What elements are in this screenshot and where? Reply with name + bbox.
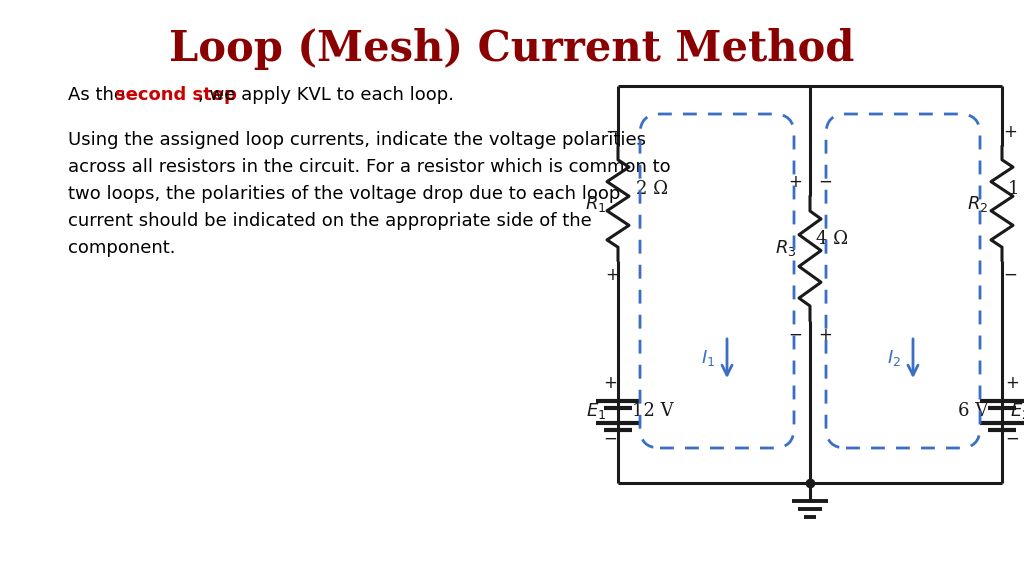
Text: −: − <box>603 430 616 448</box>
Text: As the: As the <box>68 86 131 104</box>
Text: Loop (Mesh) Current Method: Loop (Mesh) Current Method <box>169 28 855 70</box>
Text: −: − <box>1006 430 1019 448</box>
Text: +: + <box>788 173 802 191</box>
Text: $I_2$: $I_2$ <box>887 348 901 369</box>
Text: $I_1$: $I_1$ <box>700 348 715 369</box>
Text: 12 V: 12 V <box>632 402 674 420</box>
Text: 2 Ω: 2 Ω <box>636 180 668 198</box>
Text: +: + <box>1004 123 1017 141</box>
Text: 6 V: 6 V <box>957 402 988 420</box>
Text: $E_2$: $E_2$ <box>1010 401 1024 421</box>
Text: , we apply KVL to each loop.: , we apply KVL to each loop. <box>198 86 454 104</box>
Text: $E_1$: $E_1$ <box>586 401 606 421</box>
Text: +: + <box>1006 374 1019 392</box>
Text: +: + <box>605 266 618 284</box>
Text: −: − <box>605 123 618 141</box>
Text: Using the assigned loop currents, indicate the voltage polarities
across all res: Using the assigned loop currents, indica… <box>68 131 671 257</box>
Text: +: + <box>818 326 831 344</box>
Text: $R_3$: $R_3$ <box>774 238 796 259</box>
Text: second step: second step <box>115 86 237 104</box>
Text: $R_2$: $R_2$ <box>967 194 988 214</box>
Text: −: − <box>1004 266 1017 284</box>
Text: 4 Ω: 4 Ω <box>816 229 848 248</box>
Text: $R_1$: $R_1$ <box>585 194 606 214</box>
Text: +: + <box>603 374 616 392</box>
Text: −: − <box>818 173 831 191</box>
Text: −: − <box>788 326 802 344</box>
Text: 1 Ω: 1 Ω <box>1008 180 1024 198</box>
